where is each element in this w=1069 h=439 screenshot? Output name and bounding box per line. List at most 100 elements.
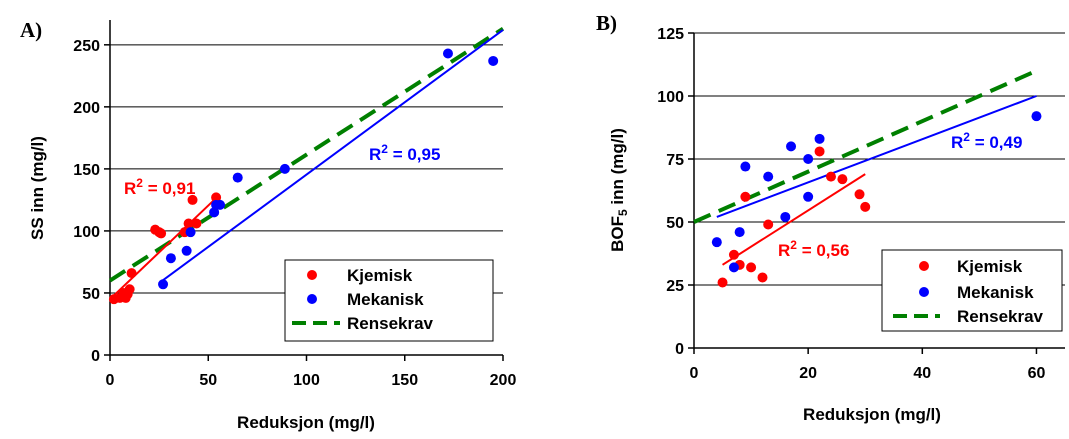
chart-b-x-axis-title: Reduksjon (mg/l) (803, 405, 941, 424)
chart-b-point-kjemisk (757, 272, 768, 283)
chart-b-x-tick-label: 40 (913, 365, 931, 382)
chart-b-point-kjemisk (740, 191, 751, 202)
chart-a-point-mekanisk (185, 227, 196, 238)
chart-a-y-tick-label: 200 (73, 100, 100, 117)
chart-a-trendline-kjemisk (109, 195, 219, 300)
chart-b-lines (693, 68, 1038, 266)
chart-b-x-tick-label: 60 (1028, 365, 1046, 382)
chart-b-tick-labels: 0 25 50 75 100 125 0 20 40 60 (657, 26, 1045, 382)
chart-b-point-kjemisk (717, 277, 728, 288)
chart-b-point-mekanisk (728, 262, 739, 273)
chart-b-y-tick-label: 75 (666, 152, 684, 169)
chart-a-x-tick-label: 0 (106, 372, 115, 389)
chart-a-point-mekanisk (442, 48, 453, 59)
chart-a-legend-box (284, 259, 494, 342)
chart-a-y-axis-title: SS inn (mg/l) (28, 136, 47, 240)
chart-b-tick-marks (688, 32, 1038, 354)
chart-b-point-kjemisk (825, 171, 836, 182)
chart-a-legend-mekanisk-marker (307, 294, 317, 304)
chart-b: B) 0 25 50 75 100 125 0 20 40 60 Reduksjon (mg/l)… (596, 11, 1065, 424)
chart-a-trendline-mekanisk (158, 29, 504, 284)
chart-a-x-axis-title: Reduksjon (mg/l) (237, 413, 375, 432)
chart-a-point-kjemisk (191, 218, 202, 229)
chart-b-legend: Kjemisk Mekanisk Rensekrav (881, 249, 1063, 332)
chart-b-point-mekanisk (780, 211, 791, 222)
chart-a-r2-kjemisk: R2 = 0,91 (124, 176, 195, 198)
chart-a-x-tick-label: 100 (293, 372, 320, 389)
chart-a-tick-labels: 0 50 100 150 200 250 0 50 100 150 200 (73, 38, 516, 389)
chart-a-point-mekanisk (215, 199, 226, 210)
chart-b-points (711, 111, 1042, 288)
chart-a-y-tick-label: 0 (91, 348, 100, 365)
chart-a-x-tick-label: 150 (391, 372, 418, 389)
chart-b-point-mekanisk (740, 161, 751, 172)
chart-a-point-mekanisk (232, 172, 243, 183)
chart-a-legend-kjemisk: Kjemisk (347, 266, 413, 285)
chart-b-r2-mekanisk: R2 = 0,49 (951, 130, 1022, 152)
chart-b-legend-mekanisk-marker (919, 287, 929, 297)
chart-a-r2-mekanisk: R2 = 0,95 (369, 142, 440, 164)
chart-a-point-mekanisk (158, 279, 169, 290)
chart-b-point-kjemisk (854, 189, 865, 200)
chart-b-point-kjemisk (728, 249, 739, 260)
chart-a-tick-marks (104, 44, 504, 361)
chart-a-point-mekanisk (165, 253, 176, 264)
chart-b-y-tick-label: 50 (666, 215, 684, 232)
chart-a-legend-mekanisk: Mekanisk (347, 290, 424, 309)
chart-a-points (108, 48, 499, 305)
chart-a-y-tick-label: 150 (73, 162, 100, 179)
chart-a-point-kjemisk (211, 192, 222, 203)
chart-b-point-mekanisk (734, 227, 745, 238)
chart-b-point-kjemisk (837, 174, 848, 185)
chart-b-gridlines (694, 32, 1065, 286)
chart-a-point-kjemisk (183, 218, 194, 229)
chart-b-x-tick-label: 0 (690, 365, 699, 382)
chart-b-point-kjemisk (763, 219, 774, 230)
chart-b-point-mekanisk (803, 191, 814, 202)
chart-b-point-mekanisk (803, 154, 814, 164)
chart-b-point-kjemisk (860, 201, 871, 212)
chart-b-legend-rensekrav: Rensekrav (957, 307, 1044, 326)
chart-b-point-mekanisk (814, 133, 825, 144)
chart-b-r2-kjemisk: R2 = 0,56 (778, 238, 849, 260)
chart-b-y-tick-label: 125 (657, 26, 684, 43)
chart-a-point-kjemisk (156, 228, 167, 239)
chart-b-x-tick-label: 20 (799, 365, 817, 382)
chart-a-point-kjemisk (124, 284, 135, 295)
chart-a-legend-kjemisk-marker (307, 270, 317, 280)
chart-b-y-tick-label: 25 (666, 278, 684, 295)
chart-b-trendline-kjemisk (722, 173, 866, 266)
chart-b-point-mekanisk (711, 237, 722, 248)
chart-a-point-kjemisk (187, 194, 198, 205)
chart-a-legend: Kjemisk Mekanisk Rensekrav (284, 259, 494, 342)
chart-b-y-tick-label: 0 (675, 341, 684, 358)
chart-a-x-tick-label: 200 (490, 372, 517, 389)
chart-b-point-kjemisk (746, 262, 757, 273)
chart-b-rensekrav-line (693, 68, 1038, 224)
chart-b-y-tick-label: 100 (657, 89, 684, 106)
chart-a-point-mekanisk (181, 245, 192, 256)
chart-a-lines (108, 27, 505, 300)
chart-b-y-axis-title: BOF5 inn (mg/l) (608, 128, 630, 252)
chart-b-legend-kjemisk-marker (919, 261, 929, 271)
chart-b-trendline-mekanisk (716, 95, 1037, 218)
chart-a-point-kjemisk (126, 268, 137, 279)
chart-b-legend-mekanisk: Mekanisk (957, 283, 1034, 302)
chart-b-point-mekanisk (763, 171, 774, 182)
chart-a-point-mekanisk (279, 163, 290, 174)
chart-a-panel-label: A) (20, 18, 42, 42)
chart-a-legend-rensekrav: Rensekrav (347, 314, 434, 333)
chart-b-point-kjemisk (814, 146, 825, 157)
chart-b-legend-kjemisk: Kjemisk (957, 257, 1023, 276)
chart-a-y-tick-label: 50 (82, 286, 100, 303)
chart-a-x-tick-label: 50 (199, 372, 217, 389)
chart-a: A) 0 50 100 150 200 250 0 50 100 150 200 Reduksjon… (20, 18, 516, 432)
chart-b-point-mekanisk (786, 141, 797, 152)
chart-b-point-mekanisk (1031, 111, 1042, 122)
chart-a-rensekrav-line (108, 27, 505, 283)
chart-a-y-tick-label: 250 (73, 38, 100, 55)
chart-a-y-tick-label: 100 (73, 224, 100, 241)
chart-b-legend-box (881, 249, 1063, 332)
chart-a-point-mekanisk (488, 55, 499, 66)
